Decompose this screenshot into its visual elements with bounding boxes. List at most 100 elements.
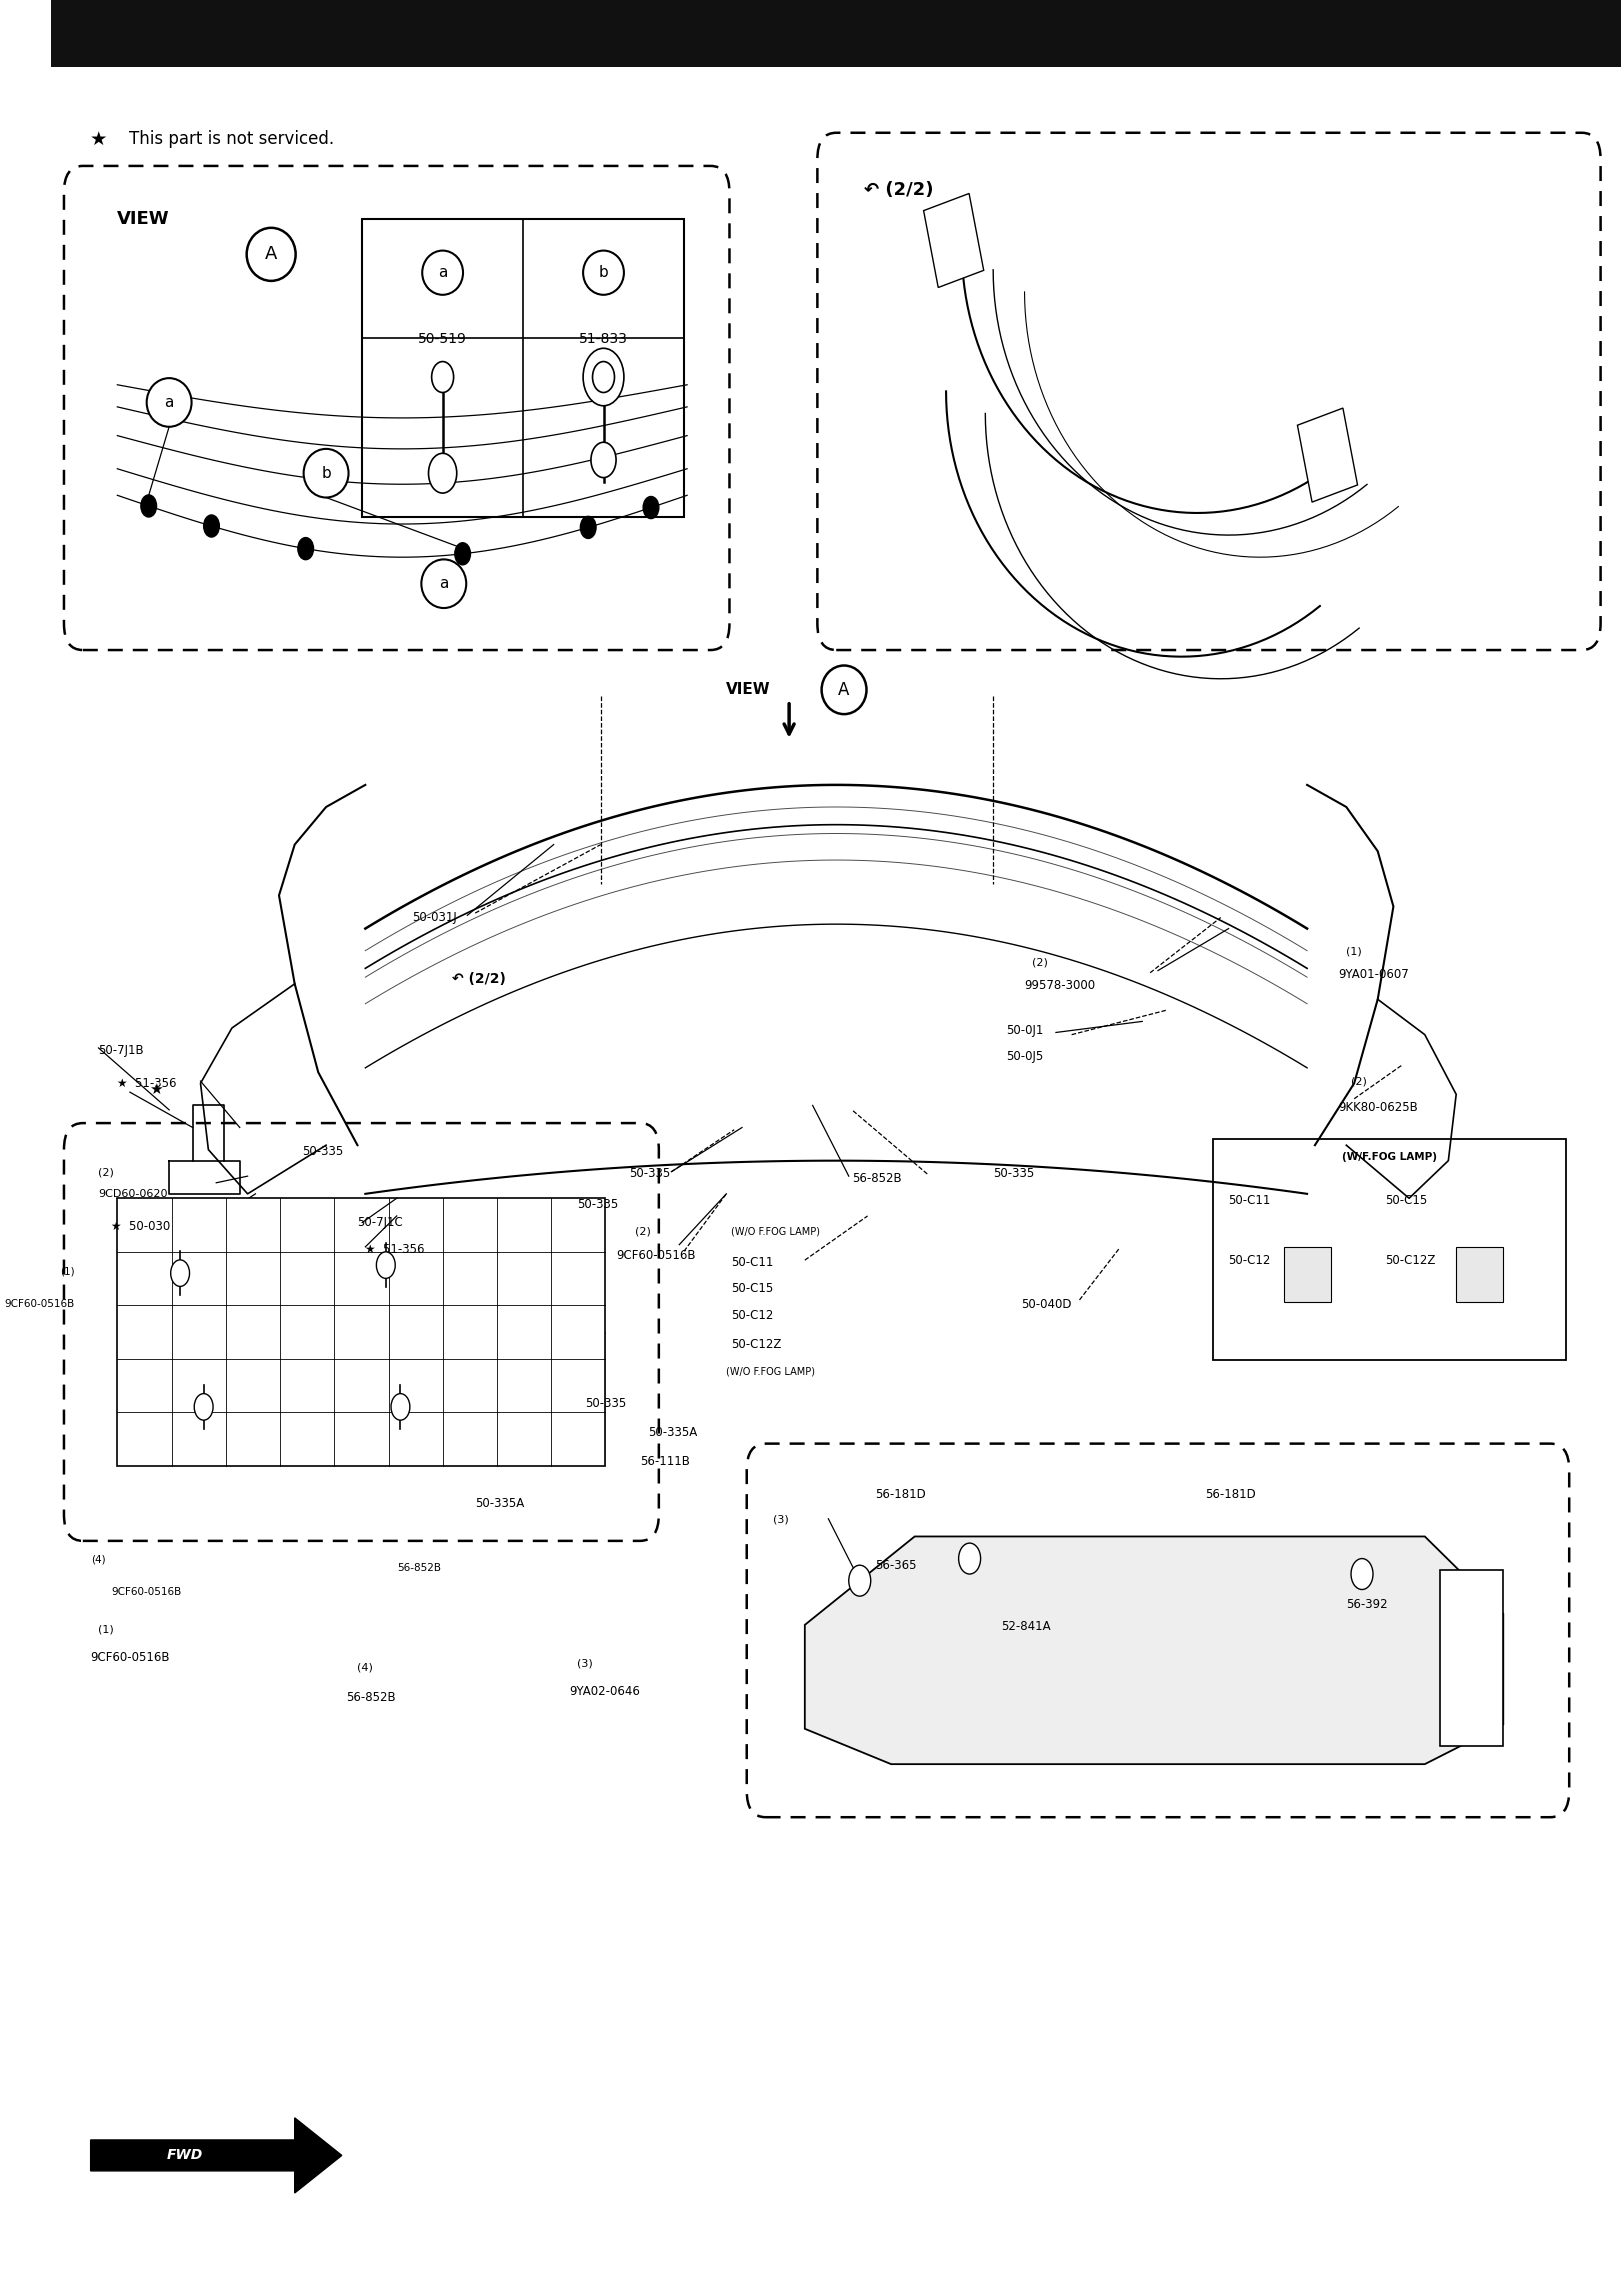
Text: 52-841A: 52-841A <box>1002 1621 1050 1633</box>
Text: ★  50-030: ★ 50-030 <box>112 1220 170 1234</box>
Bar <box>1441 1569 1503 1746</box>
Text: 9YA01-0607: 9YA01-0607 <box>1339 968 1409 981</box>
Text: 50-0J5: 50-0J5 <box>1005 1050 1042 1063</box>
Text: (2): (2) <box>99 1168 115 1177</box>
Circle shape <box>195 1394 212 1421</box>
Text: (4): (4) <box>358 1662 373 1674</box>
Text: 50-335A: 50-335A <box>475 1496 525 1510</box>
Text: (2): (2) <box>1033 956 1049 968</box>
Text: 50-7J1C: 50-7J1C <box>358 1216 404 1230</box>
Text: 50-C12: 50-C12 <box>731 1309 773 1321</box>
Circle shape <box>584 348 624 405</box>
FancyBboxPatch shape <box>817 132 1600 649</box>
Bar <box>1213 1138 1566 1359</box>
Text: (3): (3) <box>577 1658 593 1669</box>
Text: (W/O F.FOG LAMP): (W/O F.FOG LAMP) <box>726 1366 815 1375</box>
Ellipse shape <box>246 228 295 280</box>
Text: ★  51-356: ★ 51-356 <box>117 1077 177 1091</box>
Circle shape <box>170 1259 190 1287</box>
Bar <box>52 0 1621 66</box>
Text: ★: ★ <box>986 1694 1000 1712</box>
Bar <box>1284 1248 1331 1302</box>
Text: 50-335A: 50-335A <box>648 1425 697 1439</box>
Circle shape <box>958 1544 981 1573</box>
Text: (1): (1) <box>60 1266 75 1275</box>
Circle shape <box>592 442 616 478</box>
Circle shape <box>431 362 454 392</box>
Text: 50-7J1B: 50-7J1B <box>99 1043 144 1057</box>
FancyBboxPatch shape <box>63 1123 658 1542</box>
Text: VIEW: VIEW <box>117 209 170 228</box>
Text: (W/O F.FOG LAMP): (W/O F.FOG LAMP) <box>731 1227 820 1236</box>
Text: 50-C12: 50-C12 <box>1229 1255 1271 1266</box>
Bar <box>117 1198 606 1466</box>
Text: 9CF60-0516B: 9CF60-0516B <box>112 1587 182 1596</box>
Text: 56-365: 56-365 <box>875 1557 917 1571</box>
Text: 56-852B: 56-852B <box>853 1173 901 1184</box>
Text: 50-C12Z: 50-C12Z <box>1386 1255 1436 1266</box>
Text: 50-0J1: 50-0J1 <box>1005 1025 1042 1036</box>
Text: ★: ★ <box>149 1082 162 1098</box>
Circle shape <box>849 1564 870 1596</box>
Bar <box>924 194 984 287</box>
Text: 50-335: 50-335 <box>585 1398 626 1409</box>
Ellipse shape <box>822 665 867 715</box>
Text: a: a <box>439 576 449 592</box>
Text: ★: ★ <box>91 130 107 148</box>
Text: ★  51-356: ★ 51-356 <box>365 1243 425 1255</box>
Text: 56-181D: 56-181D <box>875 1487 926 1501</box>
Text: (W/F.FOG LAMP): (W/F.FOG LAMP) <box>1342 1152 1436 1161</box>
Text: a: a <box>438 264 447 280</box>
Text: 9KK80-0625B: 9KK80-0625B <box>1339 1102 1418 1113</box>
Circle shape <box>593 362 614 392</box>
Text: 50-C12Z: 50-C12Z <box>731 1337 781 1350</box>
Ellipse shape <box>421 250 464 294</box>
Text: (3): (3) <box>773 1514 789 1523</box>
Text: 9CF60-0516B: 9CF60-0516B <box>91 1651 170 1664</box>
Text: 50-335: 50-335 <box>994 1168 1034 1179</box>
Bar <box>1456 1248 1503 1302</box>
Text: (2): (2) <box>1350 1077 1367 1086</box>
Text: 56-852B: 56-852B <box>397 1562 441 1573</box>
FancyBboxPatch shape <box>747 1444 1569 1817</box>
Ellipse shape <box>584 250 624 294</box>
Bar <box>1297 408 1357 503</box>
Circle shape <box>376 1252 396 1277</box>
Text: A: A <box>264 246 277 264</box>
FancyBboxPatch shape <box>63 166 729 649</box>
Text: 56-852B: 56-852B <box>347 1692 396 1703</box>
Circle shape <box>428 453 457 494</box>
Text: (2): (2) <box>635 1227 652 1236</box>
Text: 50-031J: 50-031J <box>412 911 457 924</box>
Circle shape <box>204 515 219 537</box>
Circle shape <box>141 494 157 517</box>
Text: 99578-3000: 99578-3000 <box>1024 979 1096 993</box>
Text: 50-519: 50-519 <box>418 332 467 346</box>
Text: 50-335: 50-335 <box>577 1198 619 1211</box>
Text: 50-C15: 50-C15 <box>1386 1193 1428 1207</box>
Circle shape <box>580 517 597 537</box>
Text: 50-335: 50-335 <box>629 1168 669 1179</box>
Text: 50-C11: 50-C11 <box>731 1255 773 1268</box>
Polygon shape <box>804 1537 1503 1765</box>
Polygon shape <box>91 2118 342 2193</box>
Text: b: b <box>321 467 331 480</box>
Text: 50-C15: 50-C15 <box>731 1282 773 1296</box>
Ellipse shape <box>146 378 191 426</box>
Text: 9CF60-0516B: 9CF60-0516B <box>5 1300 75 1309</box>
Circle shape <box>456 542 470 565</box>
Text: (4): (4) <box>91 1555 105 1564</box>
Text: b: b <box>598 264 608 280</box>
Ellipse shape <box>303 449 349 496</box>
Circle shape <box>644 496 658 519</box>
Text: 50-040D: 50-040D <box>1021 1298 1071 1312</box>
Text: 56-181D: 56-181D <box>1204 1487 1256 1501</box>
Text: VIEW: VIEW <box>726 683 772 697</box>
Text: (1): (1) <box>99 1626 113 1635</box>
Text: 50-C11: 50-C11 <box>1229 1193 1271 1207</box>
Text: ↶ (2/2): ↶ (2/2) <box>864 182 934 200</box>
Text: 50-335: 50-335 <box>303 1145 344 1159</box>
Text: (1): (1) <box>1347 947 1362 956</box>
Text: FWD: FWD <box>167 2149 203 2163</box>
Text: 51-833: 51-833 <box>579 332 627 346</box>
